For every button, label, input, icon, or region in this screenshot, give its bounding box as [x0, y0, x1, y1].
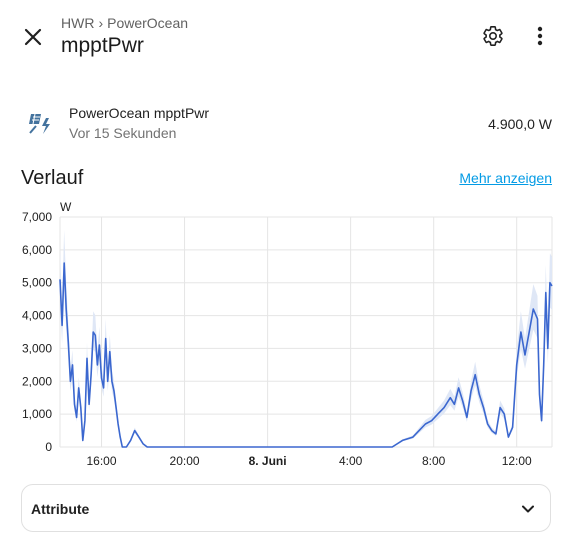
x-tick-label: 8:00 — [422, 454, 446, 468]
entity-last-changed: Vor 15 Sekunden — [69, 125, 177, 141]
settings-button[interactable] — [479, 22, 507, 50]
y-tick-label: 5,000 — [22, 276, 52, 290]
y-tick-label: 2,000 — [22, 374, 52, 388]
entity-name: PowerOcean mpptPwr — [69, 105, 210, 121]
x-tick-label: 20:00 — [170, 454, 200, 468]
x-tick-label: 16:00 — [87, 454, 117, 468]
x-tick-label: 8. Juni — [249, 454, 287, 468]
solar-power-icon — [29, 113, 50, 134]
history-chart[interactable]: 7,000 6,000 5,000 4,000 3,000 2,000 1,000 0 16:0… — [0, 195, 576, 475]
attributes-label: Attribute — [31, 501, 90, 517]
breadcrumb-area: HWR — [61, 15, 95, 31]
y-tick-label: 1,000 — [22, 407, 52, 421]
breadcrumb: HWR › PowerOcean — [61, 15, 188, 31]
chevron-down-icon — [522, 505, 534, 513]
y-tick-label: 4,000 — [22, 309, 52, 323]
attributes-expander[interactable]: Attribute — [21, 484, 551, 532]
y-axis-unit: W — [60, 200, 72, 214]
y-tick-label: 3,000 — [22, 341, 52, 355]
y-tick-label: 7,000 — [22, 210, 52, 224]
entity-row: PowerOcean mpptPwr Vor 15 Sekunden 4.900… — [0, 95, 576, 145]
breadcrumb-device: PowerOcean — [107, 15, 189, 31]
gear-icon — [483, 26, 503, 46]
dots-vertical-icon — [537, 26, 543, 46]
close-button[interactable] — [18, 22, 48, 52]
close-icon — [24, 28, 42, 46]
series-line — [59, 262, 553, 448]
menu-button[interactable] — [528, 22, 552, 50]
y-tick-label: 0 — [45, 440, 52, 454]
more-link[interactable]: Mehr anzeigen — [459, 170, 552, 186]
x-tick-label: 12:00 — [502, 454, 532, 468]
x-tick-label: 4:00 — [339, 454, 363, 468]
history-title: Verlauf — [21, 167, 84, 189]
y-tick-label: 6,000 — [22, 243, 52, 257]
dialog-title: mpptPwr — [61, 34, 144, 57]
entity-state: 4.900,0 W — [488, 116, 552, 132]
breadcrumb-separator: › — [98, 15, 104, 31]
